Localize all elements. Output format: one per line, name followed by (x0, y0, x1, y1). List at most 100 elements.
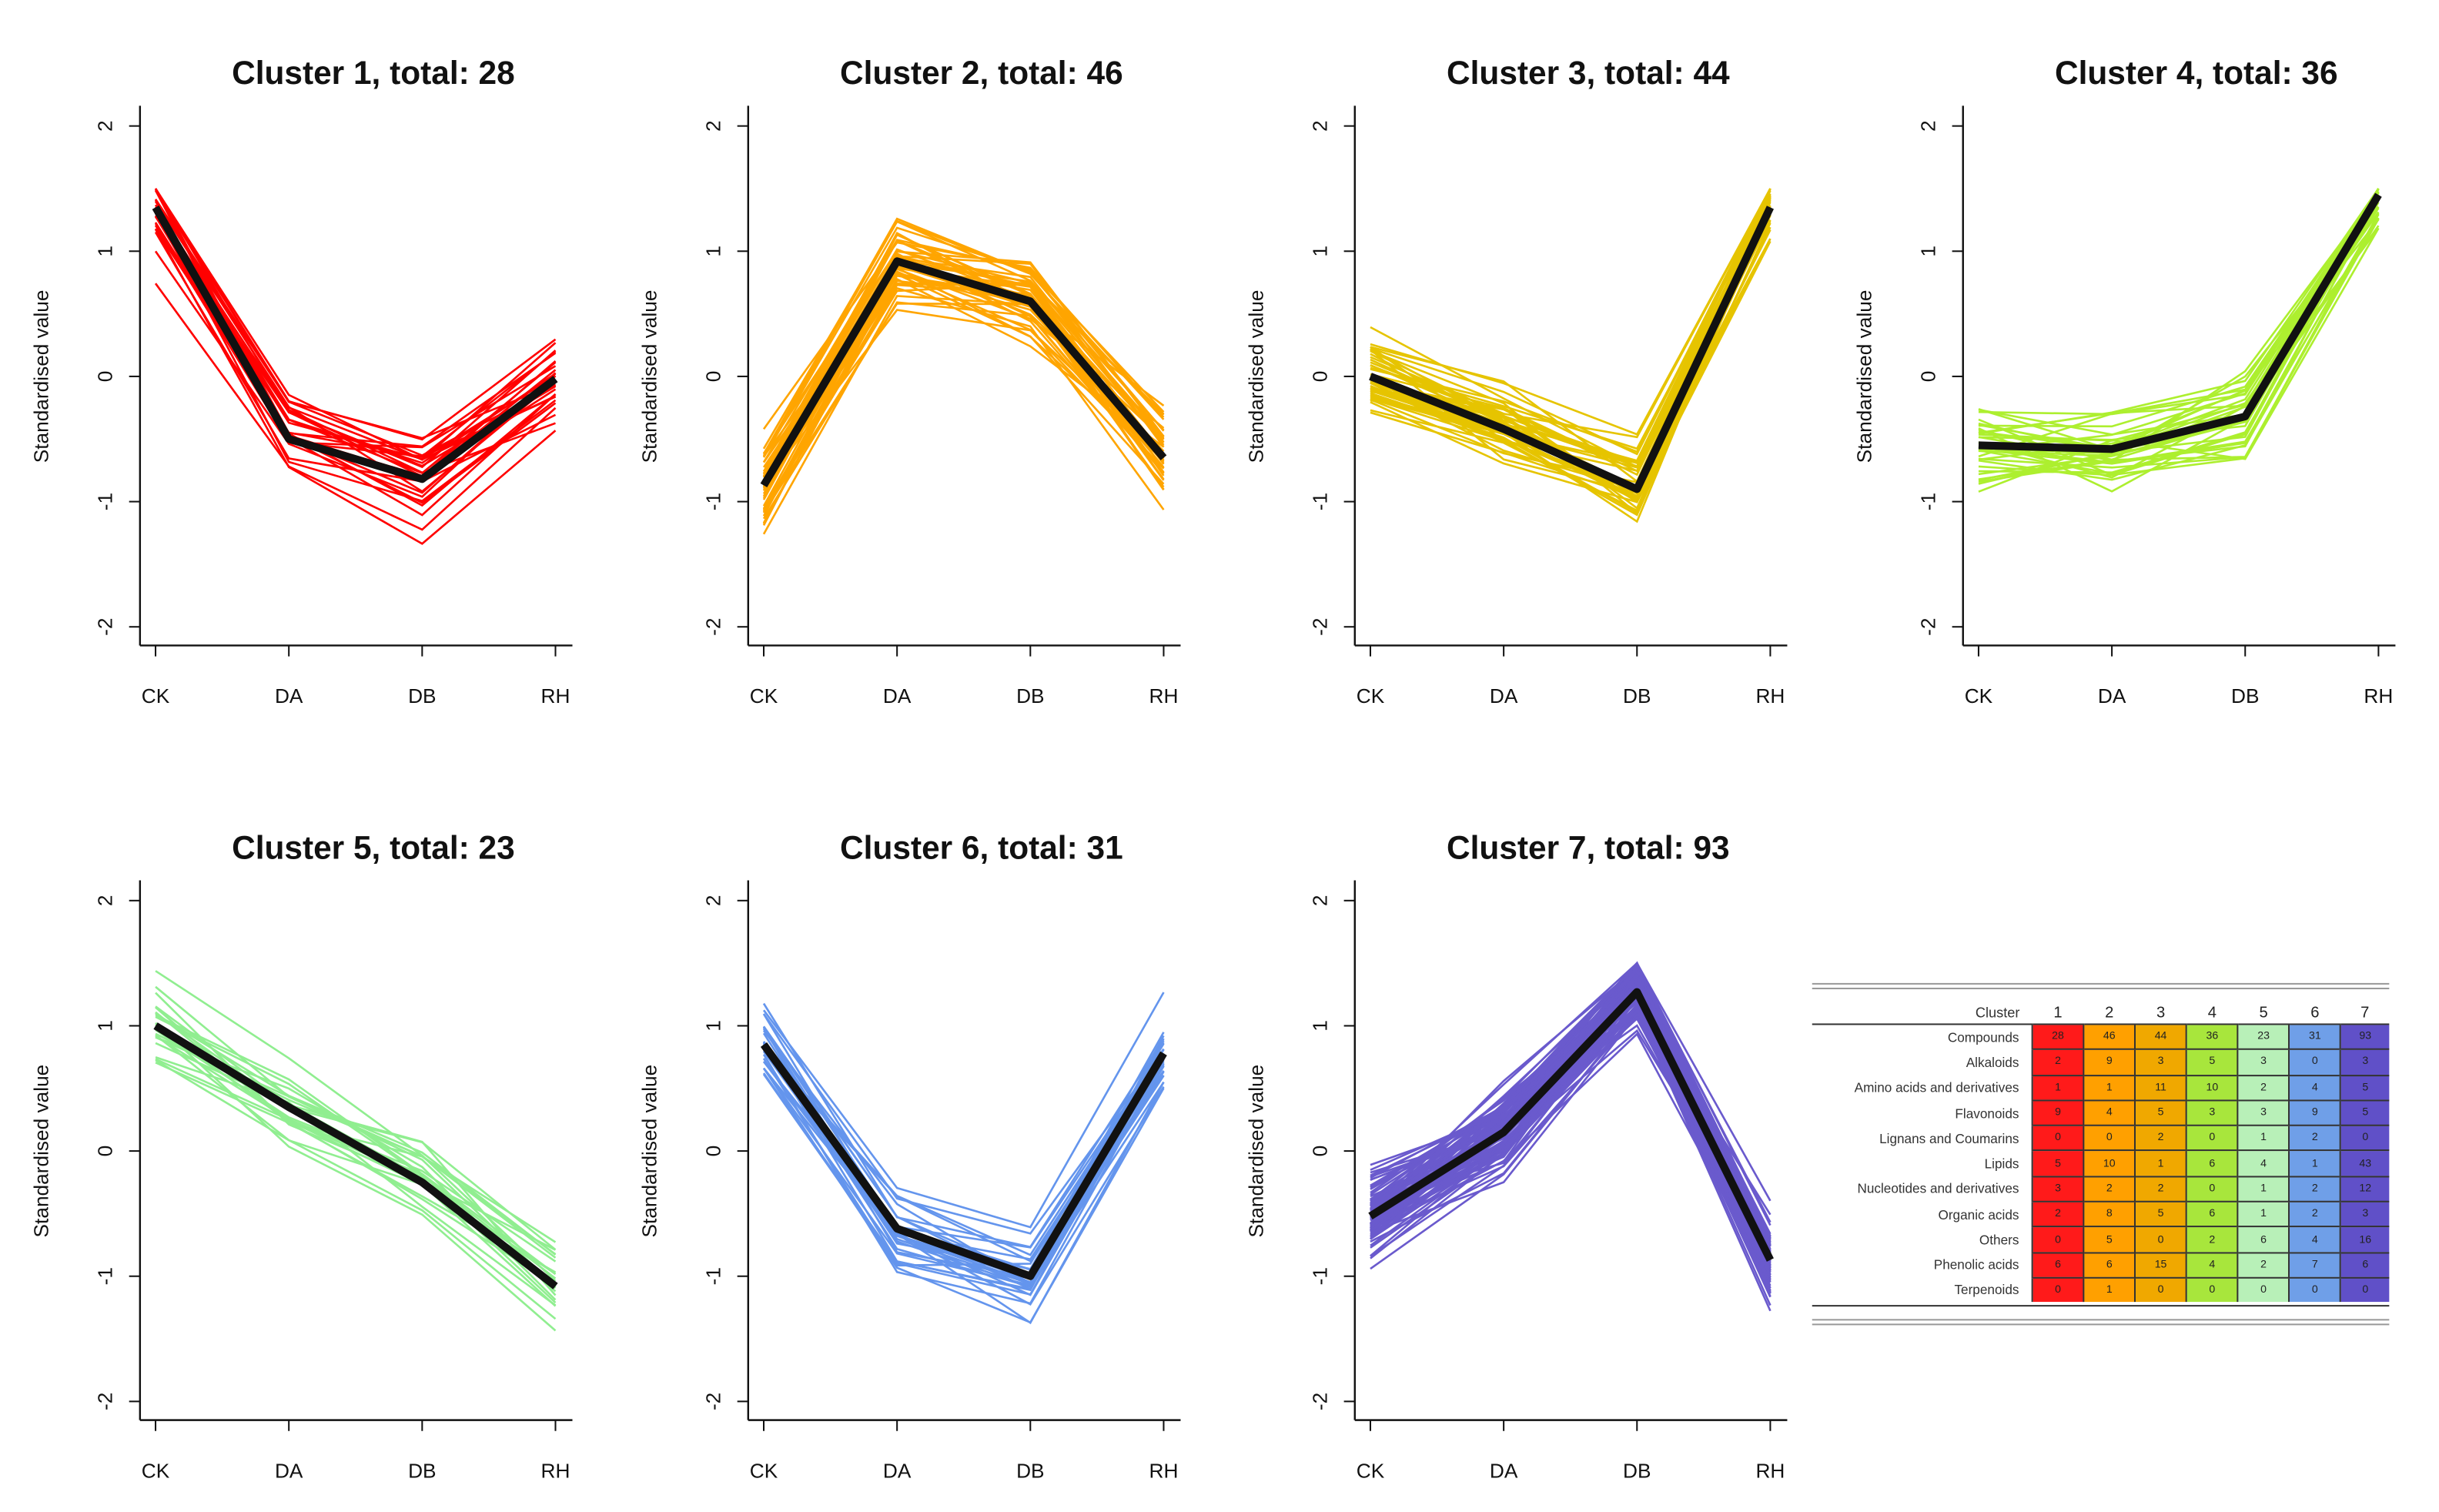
table-cell: 12 (2340, 1175, 2390, 1202)
table-row: Others 0 5 0 2 6 4 16 (1812, 1226, 2390, 1253)
panel-title: Cluster 2, total: 46 (840, 55, 1123, 91)
panel-title: Cluster 5, total: 23 (232, 829, 515, 865)
member-profile-line (1978, 188, 2380, 442)
x-tick-label: DA (2098, 684, 2126, 707)
cluster-panel-5: Cluster 5, total: 23 -2 -1 0 1 2 Standardised … (30, 829, 573, 1482)
x-tick-label: CK (750, 684, 778, 707)
y-axis-label: Standardised value (30, 290, 53, 463)
row-label: Amino acids and derivatives (1854, 1079, 2019, 1096)
table-cell: 2 (2134, 1175, 2186, 1202)
table-cell: 0 (2340, 1276, 2390, 1303)
member-profile-line (155, 970, 557, 1282)
table-cell: 0 (2031, 1276, 2084, 1303)
table-cell: 1 (2083, 1074, 2136, 1101)
table-cell: 3 (2134, 1049, 2186, 1075)
x-tick-label: CK (750, 1459, 778, 1482)
table-cell: 9 (2031, 1099, 2084, 1126)
member-profile-line (155, 1014, 557, 1276)
table-cell: 3 (2340, 1049, 2390, 1075)
member-profile-line (762, 992, 1165, 1229)
row-label: Lignans and Coumarins (1879, 1130, 2019, 1146)
member-profile-line (1978, 202, 2380, 465)
table-cell: 9 (2083, 1049, 2136, 1075)
table-cell: 10 (2083, 1150, 2136, 1176)
member-profile-line (1978, 188, 2380, 450)
table-row: Alkaloids 2 9 3 5 3 0 3 (1812, 1049, 2390, 1075)
table-cell: 0 (2185, 1125, 2238, 1152)
member-profile-line (1370, 961, 1772, 1259)
y-tick-label: -1 (93, 1267, 116, 1285)
column-header: 2 (2083, 1002, 2136, 1025)
header-label: Cluster (1812, 1002, 2032, 1025)
panel-title: Cluster 6, total: 31 (840, 829, 1123, 865)
table-cell: 0 (2031, 1226, 2084, 1253)
member-profile-line (1370, 1015, 1772, 1276)
member-profile-line (762, 295, 1165, 535)
x-tick-label: DA (1490, 1459, 1518, 1482)
table-row: Lignans and Coumarins 0 0 2 0 1 2 0 (1812, 1125, 2390, 1152)
table-cell: 16 (2340, 1226, 2390, 1253)
member-profile-line (762, 302, 1165, 513)
member-profile-line (1370, 961, 1772, 1239)
y-tick-label: 1 (1308, 246, 1331, 257)
cluster-panel-1: Cluster 1, total: 28 -2 -1 0 1 2 Standardised … (30, 55, 573, 707)
member-profile-line (762, 309, 1165, 487)
table-cell: 3 (2237, 1099, 2290, 1126)
y-tick-label: -1 (701, 493, 724, 510)
x-tick-label: CK (142, 684, 170, 707)
x-tick-label: DA (883, 684, 912, 707)
y-tick-label: -1 (1916, 493, 1939, 510)
mean-profile-line (760, 1042, 1167, 1280)
panel-title: Cluster 4, total: 36 (2055, 55, 2338, 91)
member-profile-line (762, 1013, 1165, 1235)
y-tick-label: -2 (1308, 618, 1331, 636)
column-header: 5 (2237, 1002, 2290, 1025)
row-label: Nucleotides and derivatives (1857, 1181, 2019, 1197)
y-tick-label: 2 (93, 895, 116, 907)
y-tick-label: 0 (1916, 371, 1939, 383)
y-tick-label: -2 (1308, 1393, 1331, 1410)
table-cell: 2 (2031, 1200, 2084, 1227)
table-cell: 3 (2185, 1099, 2238, 1126)
table-cell: 23 (2237, 1023, 2290, 1050)
table-cell: 2 (2237, 1074, 2290, 1101)
cluster-panel-3: Cluster 3, total: 44 -2 -1 0 1 2 Standardised … (1245, 55, 1788, 707)
table-cell: 36 (2185, 1023, 2238, 1050)
member-profile-line (155, 1058, 557, 1290)
x-tick-label: DB (408, 684, 436, 707)
mean-profile-line (153, 1022, 558, 1290)
member-profile-line (762, 239, 1165, 463)
cluster-panel-2: Cluster 2, total: 46 -2 -1 0 1 2 Standardised … (638, 55, 1181, 707)
row-label: Compounds (1947, 1029, 2019, 1045)
table-cell: 10 (2185, 1074, 2238, 1101)
table-cell: 43 (2340, 1150, 2390, 1176)
table-cell: 5 (2134, 1099, 2186, 1126)
table-cell: 44 (2134, 1023, 2186, 1050)
table-cell: 2 (2083, 1175, 2136, 1202)
table-cell: 1 (2237, 1175, 2290, 1202)
y-tick-label: -2 (1916, 618, 1939, 636)
y-tick-label: 1 (701, 246, 724, 257)
table-cell: 4 (2237, 1150, 2290, 1176)
row-label: Terpenoids (1954, 1282, 2019, 1298)
table-cell: 1 (2237, 1125, 2290, 1152)
table-row: Organic acids 2 8 5 6 1 2 3 (1812, 1200, 2390, 1227)
column-header: 4 (2186, 1002, 2238, 1025)
x-tick-label: DA (275, 1459, 303, 1482)
y-tick-label: 0 (1308, 1146, 1331, 1157)
table-cell: 0 (2237, 1276, 2290, 1303)
table-cell: 0 (2083, 1125, 2136, 1152)
cluster-summary-table: Cluster 1 2 3 4 5 6 7 Compounds 28 46 44 36 23 31 93 Alk… (1812, 982, 2390, 1326)
mean-profile-line (1369, 206, 1774, 493)
y-tick-label: -1 (1308, 1267, 1331, 1285)
member-profile-line (154, 189, 557, 457)
member-profile-line (1370, 188, 1772, 436)
member-profile-line (154, 216, 557, 477)
y-tick-label: -2 (93, 618, 116, 636)
member-profile-line (762, 1067, 1165, 1286)
table-cell: 0 (2185, 1276, 2238, 1303)
y-tick-label: 0 (701, 371, 724, 383)
table-row: Flavonoids 9 4 5 3 3 9 5 (1812, 1099, 2390, 1126)
x-tick-label: RH (541, 1459, 570, 1482)
table-cell: 2 (2185, 1226, 2238, 1253)
